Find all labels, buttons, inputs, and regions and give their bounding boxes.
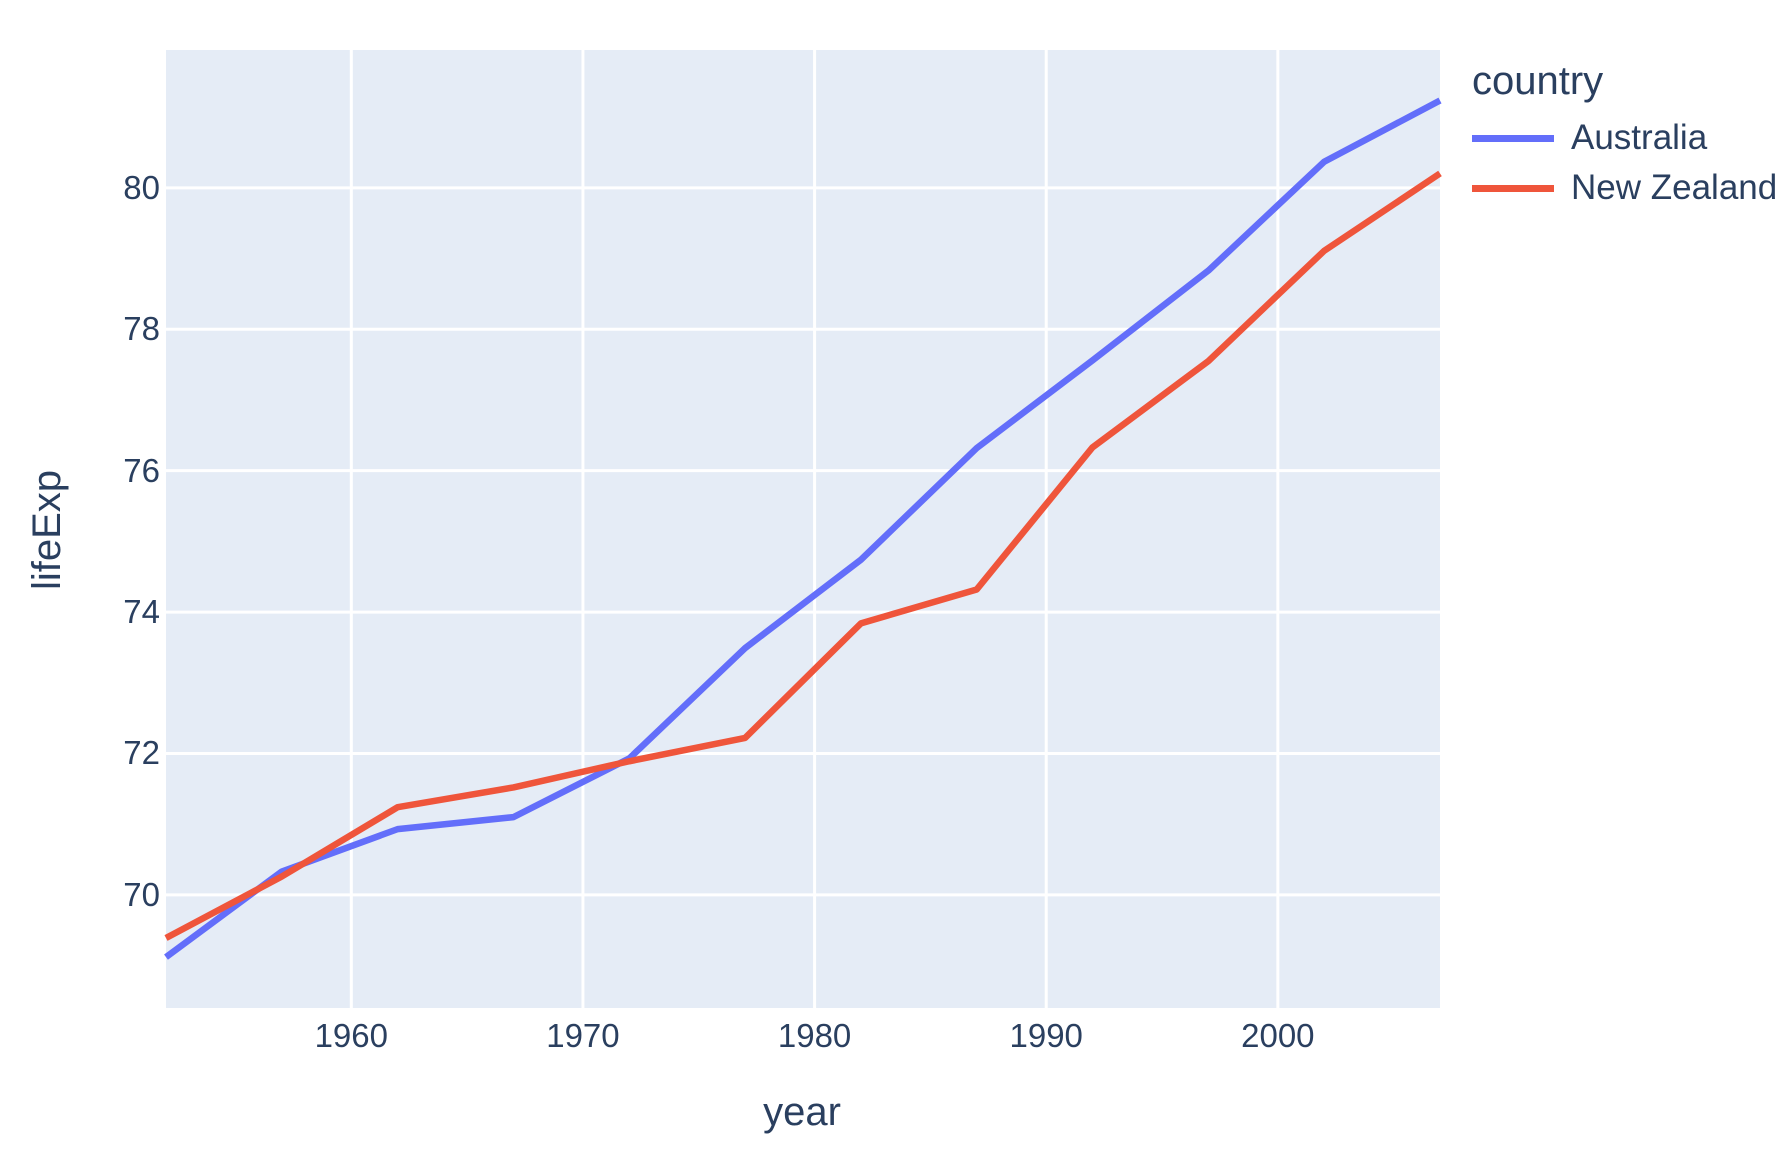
y-tick-label: 80 [123, 168, 160, 206]
legend-title: country [1472, 59, 1604, 103]
legend-item-label: New Zealand [1571, 168, 1778, 207]
legend-line-swatch [1472, 184, 1554, 192]
legend-items: Australia New Zealand [1472, 113, 1777, 213]
series-line-new-zealand[interactable] [164, 170, 1442, 941]
plot-area[interactable] [166, 50, 1440, 1008]
y-tick-label: 70 [123, 875, 160, 913]
x-axis-title: year [763, 1090, 841, 1134]
y-tick-label: 78 [123, 310, 160, 348]
x-tick-label: 1990 [1009, 1017, 1083, 1054]
series-line-australia[interactable] [164, 97, 1442, 960]
y-tick-label: 76 [123, 451, 160, 489]
y-tick-label: 74 [123, 593, 160, 631]
y-axis-title: lifeExp [25, 469, 69, 591]
legend-line-swatch [1472, 134, 1554, 142]
legend-item-australia[interactable]: Australia [1472, 113, 1777, 163]
legend: country Australia New Zealand [1472, 58, 1777, 213]
x-tick-label: 1980 [777, 1017, 852, 1054]
legend-item-label: Australia [1571, 118, 1708, 157]
x-tick-label: 2000 [1241, 1017, 1315, 1054]
x-tick-label: 1960 [314, 1017, 388, 1054]
x-tick-label: 1970 [546, 1017, 620, 1054]
legend-item-new-zealand[interactable]: New Zealand [1472, 163, 1777, 213]
y-tick-label: 72 [123, 734, 160, 772]
